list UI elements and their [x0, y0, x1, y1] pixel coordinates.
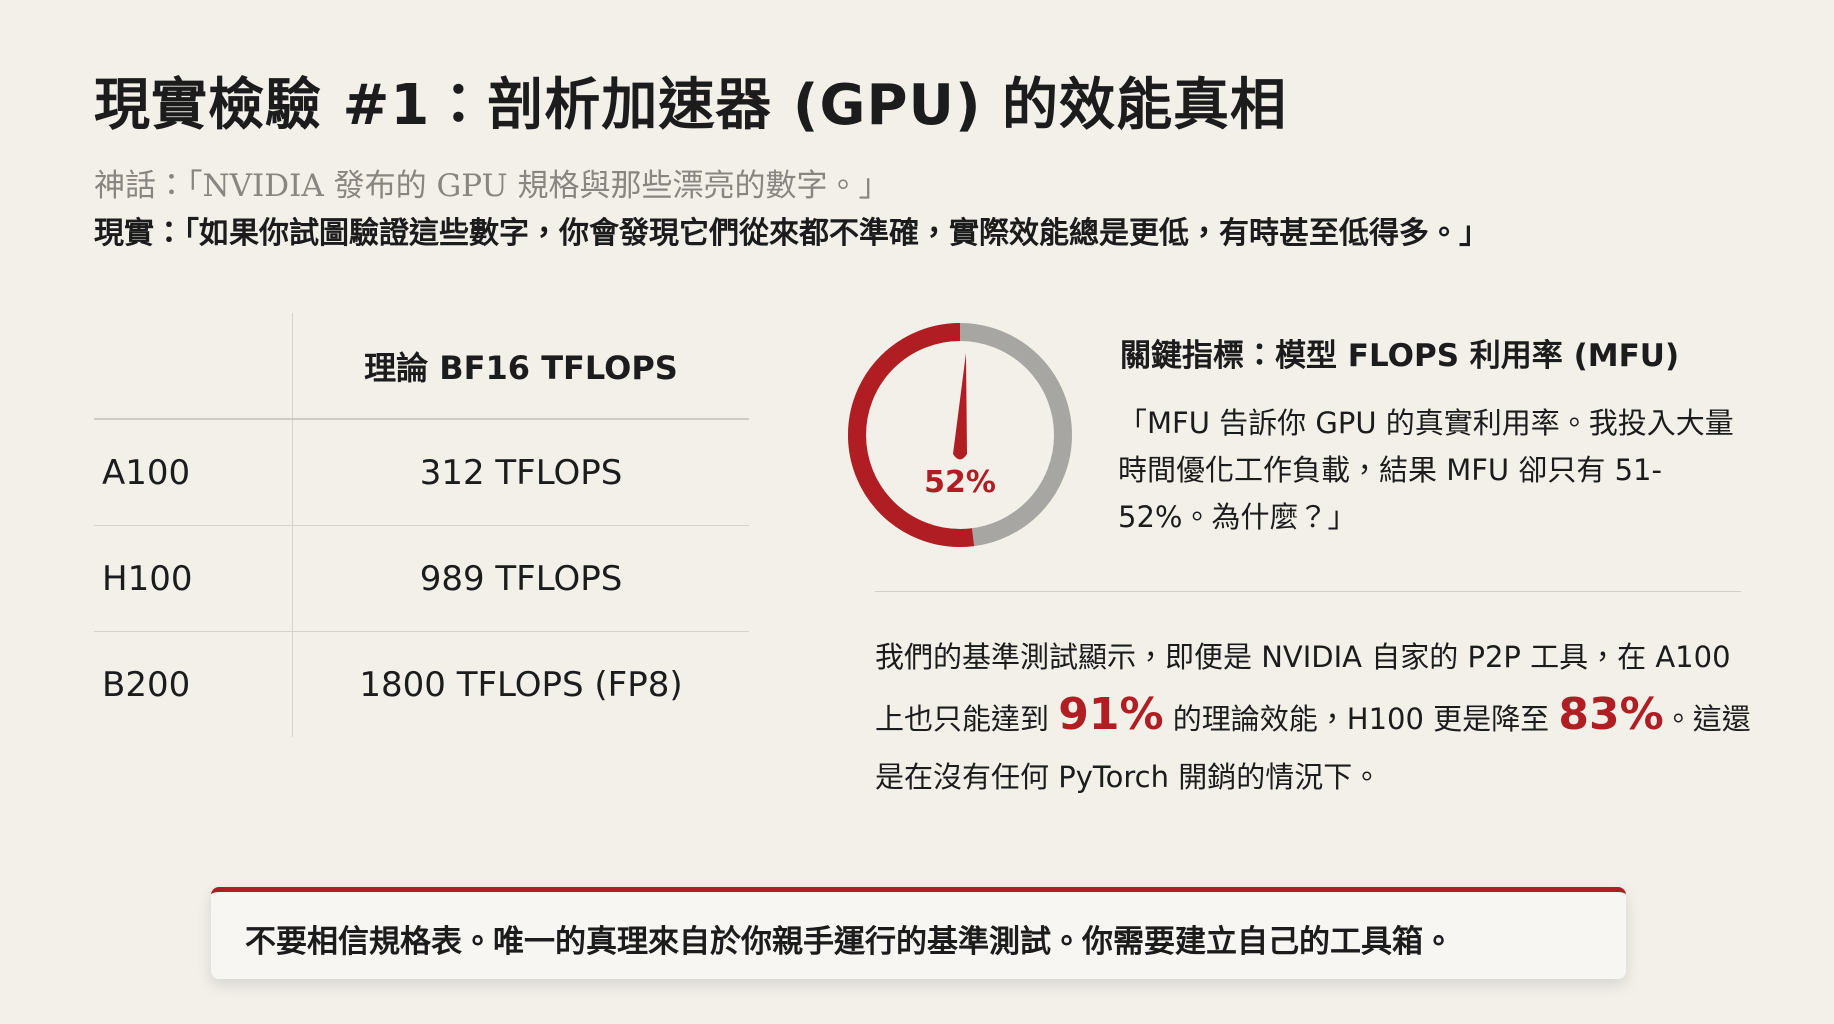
header-cell: 理論 BF16 TFLOPS	[292, 313, 749, 420]
finding-text: 。這還是在沒有任何 PyTorch 開銷的情況下。	[875, 702, 1751, 794]
table-row: B200 1800 TFLOPS (FP8)	[94, 631, 749, 737]
tflops-cell: 1800 TFLOPS (FP8)	[359, 664, 683, 705]
header-row: 理論 BF16 TFLOPS	[94, 313, 749, 420]
reality-line: 現實：「如果你試圖驗證這些數字，你會發現它們從來都不準確，實際效能總是更低，有時…	[94, 208, 1489, 252]
finding-paragraph: 我們的基準測試顯示，即便是 NVIDIA 自家的 P2P 工具，在 A100 上…	[875, 628, 1755, 806]
gpu-name: B200	[94, 631, 293, 737]
header-cell	[94, 313, 293, 420]
slide-title: 現實檢驗 #1：剖析加速器 (GPU) 的效能真相	[94, 73, 1288, 138]
gauge-arc	[848, 323, 1072, 547]
reality-text: 「如果你試圖驗證這些數字，你會發現它們從來都不準確，實際效能總是更低，有時甚至低…	[184, 216, 1489, 251]
table-row: A100 312 TFLOPS	[94, 419, 749, 526]
myth-text: 「NVIDIA 發布的 GPU 規格與那些漂亮的數字。」	[187, 168, 890, 204]
spec-table: 理論 BF16 TFLOPS A100 312 TFLOPS H100 989 TFL…	[94, 313, 749, 737]
finding-highlight: 83%	[1558, 689, 1664, 740]
mfu-gauge: 52%	[848, 323, 1072, 547]
gauge-label: 52%	[924, 465, 996, 500]
finding-highlight: 91%	[1058, 689, 1164, 740]
mfu-quote: 「MFU 告訴你 GPU 的真實利用率。我投入大量時間優化工作負載，結果 MFU…	[1118, 406, 1734, 534]
divider	[875, 591, 1741, 592]
table-row: H100 989 TFLOPS	[94, 525, 749, 632]
callout-text: 不要相信規格表。唯一的真理來自於你親手運行的基準測試。你需要建立自己的工具箱。	[245, 924, 1454, 960]
tflops-cell: 312 TFLOPS	[292, 419, 749, 526]
finding-text: 的理論效能，H100 更是降至	[1163, 702, 1559, 736]
gpu-name: H100	[94, 525, 293, 632]
gpu-name: A100	[94, 419, 293, 526]
myth-label: 神話：	[94, 168, 187, 204]
callout-box: 不要相信規格表。唯一的真理來自於你親手運行的基準測試。你需要建立自己的工具箱。	[211, 887, 1626, 979]
finding-text: 我們的基準測試顯示，即便是 NVIDIA 自家的 P2P 工具，在 A100 上…	[875, 640, 1731, 736]
myth-line: 神話：「NVIDIA 發布的 GPU 規格與那些漂亮的數字。」	[94, 160, 890, 205]
tflops-cell: 989 TFLOPS	[292, 525, 749, 632]
mfu-heading: 關鍵指標：模型 FLOPS 利用率 (MFU)	[1120, 338, 1680, 374]
gauge-needle	[953, 353, 967, 460]
reality-label: 現實：	[94, 216, 184, 251]
